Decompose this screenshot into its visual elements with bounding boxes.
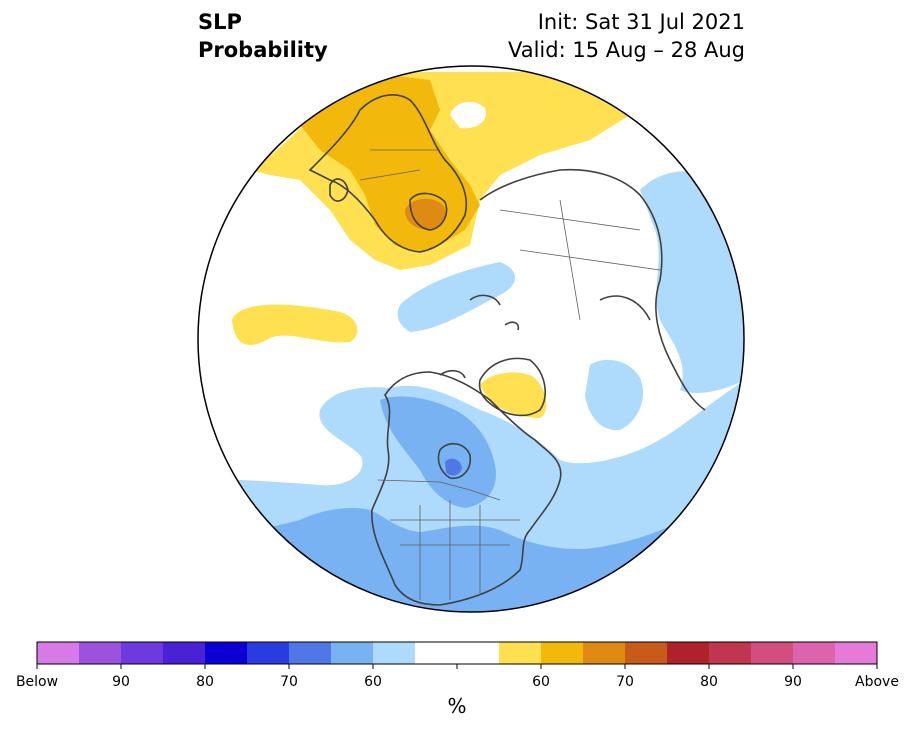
colorbar-label-below-60: 60 [364, 674, 382, 690]
colorbar-segment [37, 642, 80, 664]
borders [359, 149, 661, 600]
valid-date: Valid: 15 Aug – 28 Aug [507, 38, 745, 62]
colorbar-label-above-80: 80 [700, 674, 718, 690]
colorbar-label-above: Above [855, 674, 899, 690]
coast-north-america [371, 371, 562, 606]
colorbar-segment [541, 642, 584, 664]
probability-field [198, 66, 744, 612]
below-50-region-arctic-band [397, 262, 515, 332]
colorbar-segment [331, 642, 374, 664]
colorbar-segment [415, 642, 458, 664]
colorbar-label-above-60: 60 [532, 674, 550, 690]
colorbar-ticks [36, 664, 878, 669]
map-title: SLP Probability [198, 8, 328, 64]
colorbar-label-below-80: 80 [196, 674, 214, 690]
coast-greenland [478, 357, 546, 417]
colorbar-segment [457, 642, 500, 664]
forecast-dates: Init: Sat 31 Jul 2021 Valid: 15 Aug – 28… [508, 8, 745, 64]
above-60-region-canada-east [480, 372, 547, 418]
coast-scandinavia [409, 192, 448, 231]
coast-europe [308, 94, 468, 253]
colorbar-label-below-70: 70 [280, 674, 298, 690]
colorbar-segment [247, 642, 290, 664]
colorbar-label-below: Below [15, 674, 59, 690]
title-line-slp: SLP [198, 10, 242, 34]
colorbar-segment [709, 642, 752, 664]
coast-arctic-islands [439, 294, 520, 379]
below-50-region-asia [640, 171, 744, 393]
colorbar-segment [79, 642, 122, 664]
colorbar-segment [583, 642, 626, 664]
coast-hudson-bay [437, 442, 472, 480]
colorbar-label-below-90: 90 [112, 674, 130, 690]
below-60-region-canada [380, 396, 496, 508]
colorbar-label-above-70: 70 [616, 674, 634, 690]
above-80-region-scandinavia [405, 198, 446, 230]
colorbar-segment [667, 642, 710, 664]
coast-asia [479, 168, 706, 411]
colorbar-segments [37, 642, 878, 664]
coastlines [308, 94, 706, 606]
colorbar-segment [163, 642, 206, 664]
globe-outline [197, 65, 745, 613]
colorbar-unit: % [447, 694, 467, 718]
colorbar-segment [751, 642, 794, 664]
border-us-canada [377, 479, 501, 501]
colorbar-segment [499, 642, 542, 664]
colorbar-segment [625, 642, 668, 664]
above-60-region-atlantic-patch [232, 304, 358, 345]
colorbar-segment [205, 642, 248, 664]
border-europe [359, 149, 440, 181]
colorbar-segment [289, 642, 332, 664]
below-70-region-hudson [445, 458, 462, 476]
above-60-arctic-white-hole [450, 101, 486, 129]
polar-projection-map [197, 65, 745, 613]
title-line-probability: Probability [198, 38, 328, 62]
colorbar-segment [373, 642, 416, 664]
colorbar [36, 641, 878, 669]
colorbar-segment [835, 642, 878, 664]
init-date: Init: Sat 31 Jul 2021 [537, 10, 745, 34]
below-50-region-siberia-patch [585, 359, 644, 431]
border-us-states [390, 500, 520, 600]
coast-british-isles [329, 178, 349, 202]
colorbar-segment [121, 642, 164, 664]
colorbar-label-above-90: 90 [784, 674, 802, 690]
border-asia [499, 199, 661, 321]
colorbar-segment [793, 642, 836, 664]
